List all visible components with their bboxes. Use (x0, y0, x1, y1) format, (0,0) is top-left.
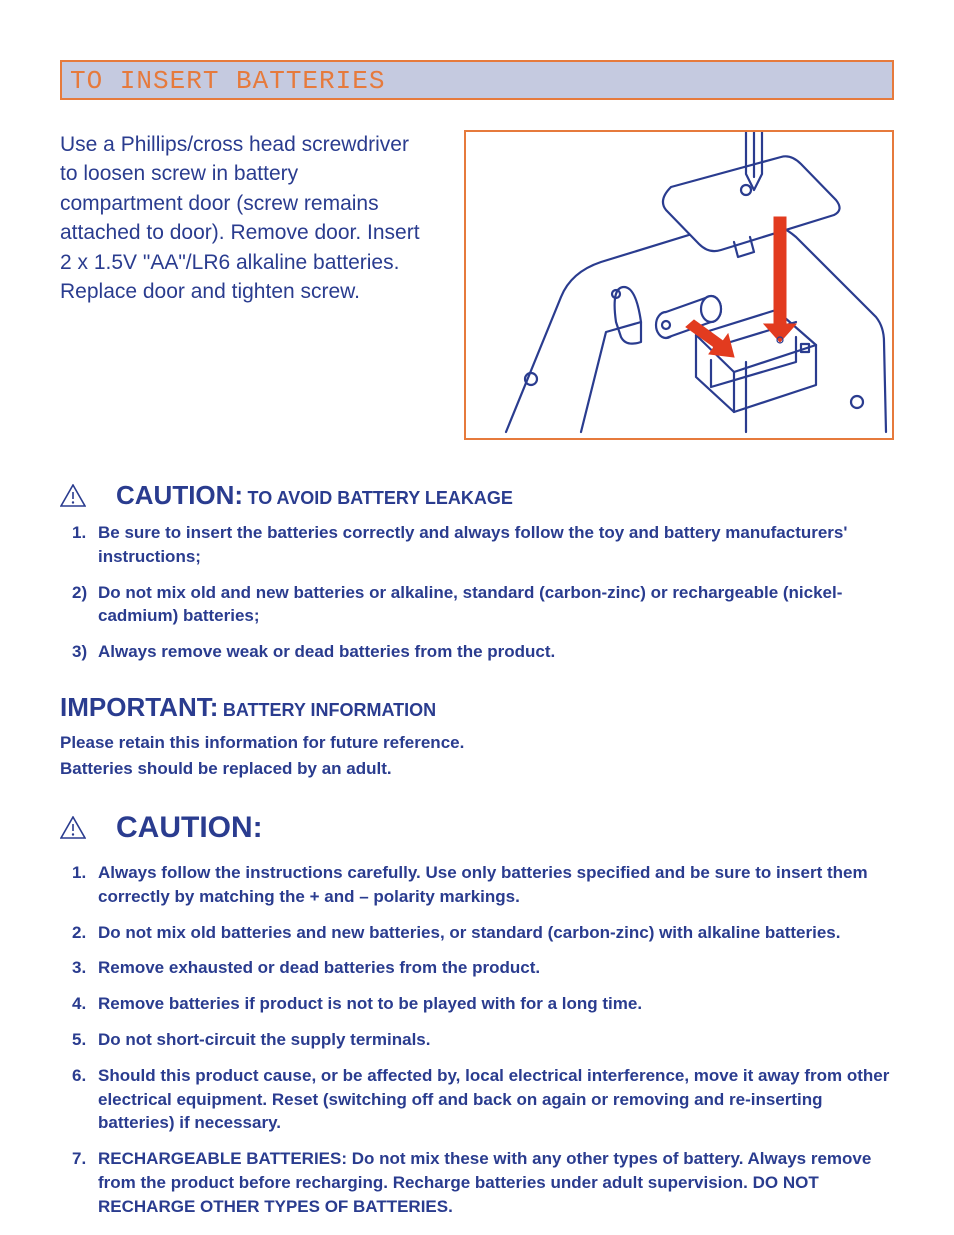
list-item-marker: 2) (68, 581, 92, 629)
caution1-heading: CAUTION: TO AVOID BATTERY LEAKAGE (116, 480, 513, 511)
important-sub: BATTERY INFORMATION (223, 700, 436, 720)
important-label: IMPORTANT: (60, 692, 218, 722)
list-item-text: Remove exhausted or dead batteries from … (98, 956, 894, 980)
important-lines: Please retain this information for futur… (60, 733, 894, 779)
list-item-text: Always follow the instructions carefully… (98, 861, 894, 909)
list-item-text: Be sure to insert the batteries correctl… (98, 521, 894, 569)
list-item-marker: 1. (68, 521, 92, 569)
caution2-heading-row: CAUTION: (60, 811, 894, 845)
list-item: 6.Should this product cause, or be affec… (60, 1064, 894, 1135)
list-item: 3)Always remove weak or dead batteries f… (60, 640, 894, 664)
list-item: 1.Be sure to insert the batteries correc… (60, 521, 894, 569)
caution2-label: CAUTION: (116, 811, 263, 844)
list-item-marker: 6. (68, 1064, 92, 1135)
list-item-text: Remove batteries if product is not to be… (98, 992, 894, 1016)
instruction-text: Use a Phillips/cross head screwdriver to… (60, 130, 424, 440)
list-item-marker: 3. (68, 956, 92, 980)
list-item: 7.RECHARGEABLE BATTERIES: Do not mix the… (60, 1147, 894, 1218)
list-item-marker: 2. (68, 921, 92, 945)
list-item-marker: 1. (68, 861, 92, 909)
list-item-text: Do not mix old and new batteries or alka… (98, 581, 894, 629)
section-header: TO INSERT BATTERIES (60, 60, 894, 100)
list-item: 1.Always follow the instructions careful… (60, 861, 894, 909)
caution1-label: CAUTION: (116, 480, 243, 510)
list-item-text: Should this product cause, or be affecte… (98, 1064, 894, 1135)
section-header-text: TO INSERT BATTERIES (70, 66, 385, 96)
caution1-list: 1.Be sure to insert the batteries correc… (60, 521, 894, 664)
list-item: 2)Do not mix old and new batteries or al… (60, 581, 894, 629)
info-line: Please retain this information for futur… (60, 733, 894, 753)
list-item-marker: 7. (68, 1147, 92, 1218)
list-item-text: RECHARGEABLE BATTERIES: Do not mix these… (98, 1147, 894, 1218)
list-item-text: Do not mix old batteries and new batteri… (98, 921, 894, 945)
list-item-marker: 3) (68, 640, 92, 664)
caution2-list: 1.Always follow the instructions careful… (60, 861, 894, 1219)
list-item: 3.Remove exhausted or dead batteries fro… (60, 956, 894, 980)
warning-icon (60, 484, 86, 508)
list-item-text: Do not short-circuit the supply terminal… (98, 1028, 894, 1052)
caution1-heading-row: CAUTION: TO AVOID BATTERY LEAKAGE (60, 480, 894, 511)
list-item: 4.Remove batteries if product is not to … (60, 992, 894, 1016)
list-item-marker: 4. (68, 992, 92, 1016)
battery-svg (466, 132, 894, 440)
list-item-text: Always remove weak or dead batteries fro… (98, 640, 894, 664)
caution2-heading: CAUTION: (116, 811, 263, 845)
list-item: 2.Do not mix old batteries and new batte… (60, 921, 894, 945)
battery-illustration (464, 130, 894, 440)
list-item-marker: 5. (68, 1028, 92, 1052)
caution1-sub: TO AVOID BATTERY LEAKAGE (248, 488, 513, 508)
important-heading: IMPORTANT: BATTERY INFORMATION (60, 692, 894, 723)
info-line: Batteries should be replaced by an adult… (60, 759, 894, 779)
top-row: Use a Phillips/cross head screwdriver to… (60, 130, 894, 440)
warning-icon (60, 816, 86, 840)
list-item: 5.Do not short-circuit the supply termin… (60, 1028, 894, 1052)
